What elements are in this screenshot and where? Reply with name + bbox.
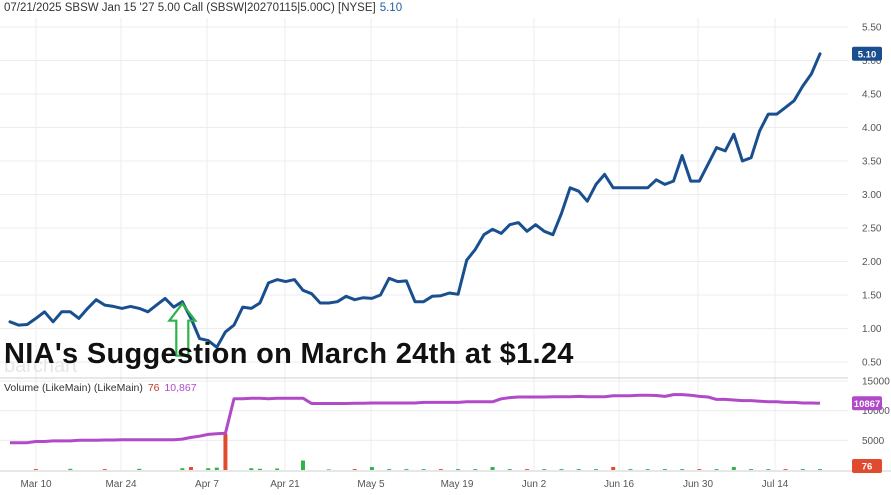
x-tick-label: Apr 21 bbox=[270, 479, 300, 490]
y-tick-label: 5.00 bbox=[862, 56, 882, 67]
y-tick-label: 5.50 bbox=[862, 23, 882, 34]
volume-bar bbox=[188, 467, 193, 470]
volume-bar bbox=[662, 469, 667, 470]
y-tick-label: 2.00 bbox=[862, 257, 882, 268]
volume-legend-label: Volume (LikeMain) (LikeMain) bbox=[4, 382, 143, 394]
volume-bar bbox=[404, 469, 409, 470]
volume-bar bbox=[783, 469, 788, 470]
volume-bar bbox=[559, 469, 564, 470]
volume-bar bbox=[326, 469, 331, 470]
volume-bar bbox=[697, 469, 702, 470]
x-tick-label: Jun 16 bbox=[604, 479, 634, 490]
last-volume-tag-bg bbox=[852, 459, 882, 473]
last-volume-tag-label: 76 bbox=[862, 462, 873, 473]
last-volume-line-tag-label: 10867 bbox=[854, 399, 880, 410]
volume-bar bbox=[611, 467, 616, 470]
y-tick-label: 3.00 bbox=[862, 190, 882, 201]
volume-bar bbox=[33, 469, 38, 470]
price-series-line bbox=[8, 52, 822, 349]
chart-header: 07/21/2025 SBSW Jan 15 '27 5.00 Call (SB… bbox=[4, 2, 402, 14]
volume-bar bbox=[680, 469, 685, 470]
volume-bar bbox=[206, 468, 211, 470]
x-tick-label: May 5 bbox=[357, 479, 385, 490]
volume-tick-label: 10000 bbox=[862, 406, 890, 417]
volume-bar bbox=[542, 469, 547, 470]
volume-bar bbox=[731, 467, 736, 470]
annotation-text: NIA's Suggestion on March 24th at $1.24 bbox=[4, 338, 574, 370]
y-tick-label: 4.50 bbox=[862, 90, 882, 101]
volume-bar bbox=[275, 468, 280, 470]
last-price-tag-label: 5.10 bbox=[858, 49, 877, 60]
x-tick-label: Jul 14 bbox=[762, 479, 789, 490]
volume-bar bbox=[352, 469, 357, 470]
volume-bar bbox=[223, 433, 228, 470]
x-tick-label: Jun 30 bbox=[683, 479, 713, 490]
x-tick-label: Apr 7 bbox=[195, 479, 219, 490]
watermark: barchart bbox=[4, 355, 78, 377]
y-tick-label: 0.50 bbox=[862, 358, 882, 369]
volume-bar bbox=[645, 469, 650, 470]
volume-bar bbox=[102, 469, 107, 470]
volume-bar bbox=[249, 468, 254, 470]
volume-bar bbox=[766, 469, 771, 470]
volume-bar bbox=[180, 468, 185, 470]
volume-bar bbox=[576, 469, 581, 470]
volume-bar bbox=[473, 469, 478, 470]
x-tick-label: Mar 24 bbox=[105, 479, 137, 490]
volume-bar bbox=[68, 468, 73, 470]
y-tick-label: 3.50 bbox=[862, 157, 882, 168]
volume-bar bbox=[628, 469, 633, 470]
volume-bar bbox=[300, 460, 305, 470]
last-price-tag: 5.10 bbox=[852, 46, 882, 61]
volume-bar bbox=[257, 468, 262, 470]
x-tick-label: Jun 2 bbox=[522, 479, 547, 490]
volume-bar bbox=[818, 469, 822, 470]
volume-tick-label: 5000 bbox=[862, 436, 885, 447]
y-tick-label: 1.00 bbox=[862, 324, 882, 335]
last-volume-line-tag: 10867 bbox=[852, 396, 882, 411]
last-price-tag-bg bbox=[852, 46, 882, 61]
y-tick-label: 2.50 bbox=[862, 224, 882, 235]
last-price: 5.10 bbox=[379, 2, 403, 14]
volume-bar bbox=[137, 468, 142, 470]
volume-bar bbox=[800, 469, 805, 470]
volume-bar bbox=[593, 469, 598, 470]
volume-bar bbox=[490, 467, 495, 470]
volume-bar bbox=[421, 469, 426, 470]
y-tick-label: 4.00 bbox=[862, 123, 882, 134]
volume-bar bbox=[749, 469, 754, 470]
volume-bar bbox=[214, 467, 219, 470]
volume-bar bbox=[507, 469, 512, 470]
last-volume-line-tag-bg bbox=[852, 396, 882, 411]
chart-title: 07/21/2025 SBSW Jan 15 '27 5.00 Call (SB… bbox=[4, 2, 376, 14]
x-tick-label: Mar 10 bbox=[20, 479, 52, 490]
arrow-icon bbox=[167, 301, 198, 357]
volume-bar bbox=[525, 469, 530, 470]
volume-legend-value: 76 bbox=[147, 382, 160, 394]
volume-bar bbox=[456, 469, 461, 470]
volume-legend: Volume (LikeMain) (LikeMain) 76 10,867 bbox=[4, 382, 197, 394]
y-tick-label: 1.50 bbox=[862, 291, 882, 302]
volume-bar bbox=[369, 467, 374, 470]
volume-legend-line-value: 10,867 bbox=[164, 382, 197, 394]
volume-line-series bbox=[10, 393, 821, 445]
volume-bar bbox=[438, 469, 443, 470]
volume-tick-label: 15000 bbox=[862, 377, 890, 388]
last-volume-tag: 76 bbox=[852, 459, 882, 473]
x-tick-label: May 19 bbox=[441, 479, 474, 490]
volume-bar bbox=[714, 469, 719, 470]
volume-bar bbox=[387, 469, 392, 470]
